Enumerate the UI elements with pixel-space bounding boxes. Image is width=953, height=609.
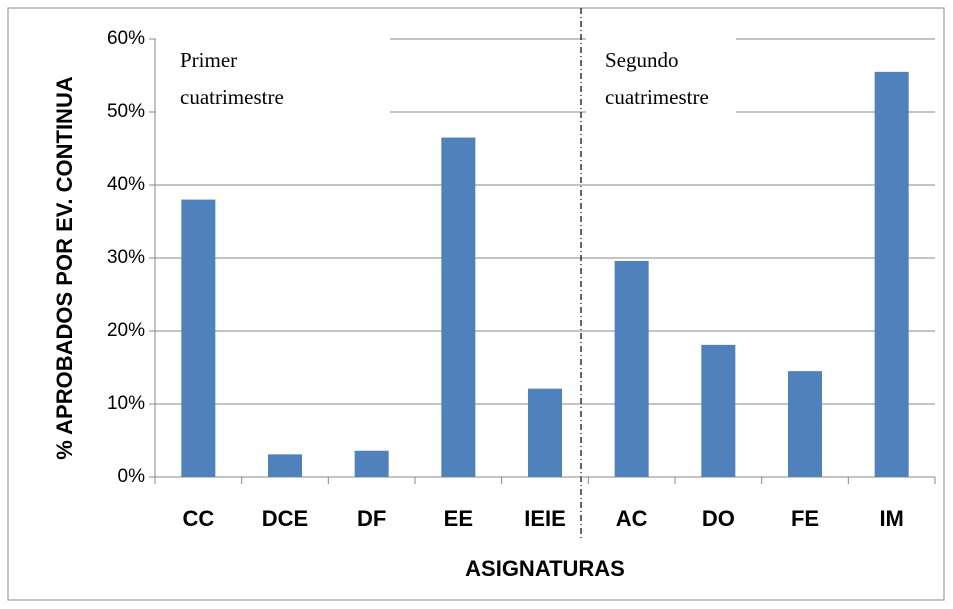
x-tick-label: AC [616, 506, 648, 531]
annotation-box [156, 30, 390, 125]
x-tick-label: EE [444, 506, 473, 531]
y-tick-label: 10% [107, 393, 145, 414]
x-tick-label: DF [357, 506, 386, 531]
bar [614, 260, 649, 477]
bar [788, 371, 822, 477]
y-tick-label: 60% [107, 28, 145, 49]
y-tick-label: 20% [107, 320, 145, 341]
x-tick-label: DCE [262, 506, 308, 531]
bar [441, 137, 476, 478]
annotations: Primer cuatrimestre Segundo cuatrimestre [156, 30, 736, 125]
x-tick-label: DO [702, 506, 735, 531]
bar [268, 454, 302, 477]
annotation-text: cuatrimestre [180, 85, 284, 109]
x-axis-title: ASIGNATURAS [465, 556, 625, 581]
y-tick-label: 50% [107, 101, 145, 122]
bar [528, 388, 562, 477]
annotation-text: Primer [180, 48, 237, 72]
y-axis-title: % APROBADOS POR EV. CONTINUA [52, 76, 77, 460]
y-tick-label: 0% [118, 466, 146, 487]
x-tick-label: FE [791, 506, 819, 531]
y-tick-label: 30% [107, 247, 145, 268]
bar [354, 450, 389, 477]
x-tick-label: CC [182, 506, 214, 531]
bar [181, 199, 216, 477]
x-tick-label: IEIE [524, 506, 566, 531]
annotation-text: Segundo [605, 48, 679, 72]
annotation-box [586, 30, 736, 125]
y-tick-label: 40% [107, 174, 145, 195]
x-tick-label: IM [879, 506, 903, 531]
bar [701, 344, 736, 477]
bar [874, 71, 909, 477]
annotation-text: cuatrimestre [605, 85, 709, 109]
